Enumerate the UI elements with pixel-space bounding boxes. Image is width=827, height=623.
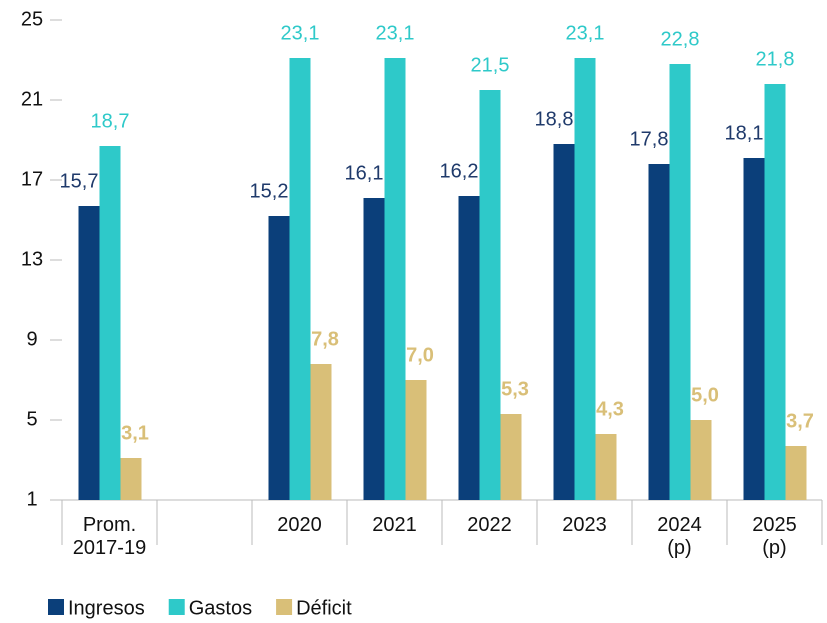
data-label: 17,8 bbox=[630, 128, 669, 150]
bar bbox=[458, 196, 480, 500]
bar bbox=[120, 458, 142, 500]
data-label: 21,5 bbox=[471, 54, 510, 76]
legend-label: Ingresos bbox=[68, 597, 145, 619]
bar bbox=[669, 64, 691, 500]
data-label: 23,1 bbox=[281, 22, 320, 44]
data-label: 18,7 bbox=[91, 110, 130, 132]
bar bbox=[690, 420, 712, 500]
bar bbox=[785, 446, 807, 500]
bar bbox=[574, 58, 596, 500]
x-tick-label: 2024 (p) bbox=[657, 514, 702, 559]
bar bbox=[595, 434, 617, 500]
data-label: 22,8 bbox=[661, 28, 700, 50]
legend-swatch bbox=[168, 599, 185, 615]
y-tick-label: 25 bbox=[21, 8, 43, 30]
y-tick-label: 21 bbox=[21, 88, 43, 110]
data-label: 5,0 bbox=[691, 384, 719, 406]
legend-label: Gastos bbox=[189, 597, 252, 619]
data-label: 16,2 bbox=[440, 160, 479, 182]
data-label: 23,1 bbox=[376, 22, 415, 44]
bar bbox=[268, 216, 290, 500]
data-label: 7,0 bbox=[406, 344, 434, 366]
x-tick-label: 2023 bbox=[562, 514, 607, 536]
data-label: 7,8 bbox=[311, 328, 339, 350]
data-label: 5,3 bbox=[501, 378, 529, 400]
legend-swatch bbox=[276, 599, 293, 615]
legend-label: Déficit bbox=[296, 597, 352, 619]
data-label: 15,7 bbox=[60, 170, 99, 192]
bar bbox=[479, 90, 501, 500]
x-tick-label: 2022 bbox=[467, 514, 512, 536]
bar bbox=[310, 364, 332, 500]
data-label: 3,1 bbox=[121, 422, 149, 444]
data-label: 21,8 bbox=[756, 48, 795, 70]
bar bbox=[405, 380, 427, 500]
data-label: 18,8 bbox=[535, 108, 574, 130]
y-tick-label: 9 bbox=[26, 328, 37, 350]
bar bbox=[78, 206, 100, 500]
bar bbox=[384, 58, 406, 500]
bar bbox=[363, 198, 385, 500]
y-tick-label: 17 bbox=[21, 168, 43, 190]
y-tick-label: 5 bbox=[26, 408, 37, 430]
x-tick-label: 2025 (p) bbox=[752, 514, 797, 559]
x-tick-label: 2020 bbox=[277, 514, 322, 536]
data-label: 4,3 bbox=[596, 398, 624, 420]
bar bbox=[648, 164, 670, 500]
data-label: 23,1 bbox=[566, 22, 605, 44]
bar bbox=[553, 144, 575, 500]
x-tick-label: 2021 bbox=[372, 514, 417, 536]
y-tick-label: 1 bbox=[26, 488, 37, 510]
data-label: 16,1 bbox=[345, 162, 384, 184]
y-tick-label: 13 bbox=[21, 248, 43, 270]
data-label: 3,7 bbox=[786, 410, 814, 432]
bar bbox=[743, 158, 765, 500]
bar bbox=[289, 58, 311, 500]
bar bbox=[500, 414, 522, 500]
data-label: 15,2 bbox=[250, 180, 289, 202]
legend-swatch bbox=[48, 599, 64, 615]
x-tick-label: Prom. 2017-19 bbox=[72, 514, 147, 559]
bar bbox=[764, 84, 786, 500]
bar bbox=[99, 146, 121, 500]
data-label: 18,1 bbox=[725, 122, 764, 144]
